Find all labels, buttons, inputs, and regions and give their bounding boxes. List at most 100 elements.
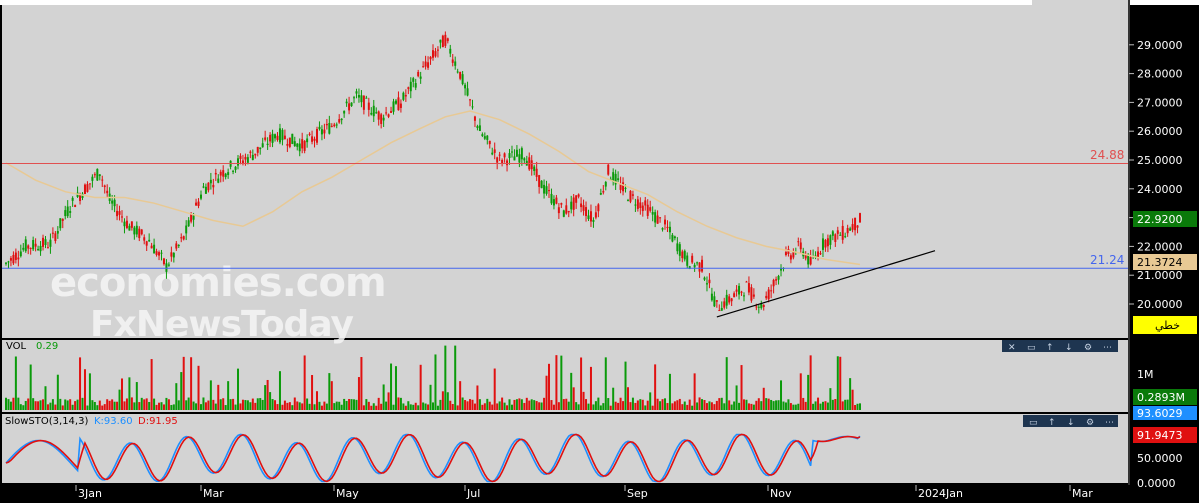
volume-bar [229, 399, 232, 410]
volume-bar [167, 399, 170, 410]
volume-bar [742, 399, 745, 410]
candle-body [318, 126, 321, 130]
volume-bar [101, 405, 104, 410]
volume-bar [854, 405, 857, 410]
volume-bar [298, 402, 301, 410]
candle-body [128, 225, 131, 231]
candle-body [135, 225, 138, 235]
volume-bar [377, 397, 380, 410]
volume-bar [407, 401, 410, 410]
down-arrow-icon[interactable]: ↓ [1065, 343, 1073, 353]
candle-body [668, 226, 671, 233]
candle-body [807, 253, 810, 265]
candle-body [111, 200, 114, 204]
candle-body [846, 228, 849, 234]
volume-bar [668, 373, 671, 410]
volume-bar [617, 402, 620, 410]
candle-body [503, 153, 506, 158]
more-icon[interactable]: ⋯ [1105, 418, 1114, 428]
candle-body [686, 255, 689, 266]
tool-badge[interactable]: خطي [1133, 316, 1197, 334]
volume-bar [108, 400, 111, 410]
volume-bar [399, 397, 402, 410]
volume-bar [27, 398, 30, 410]
candle-body [121, 216, 124, 218]
more-icon[interactable]: ⋯ [1103, 343, 1112, 353]
candle-body [728, 296, 731, 303]
candle-body [451, 59, 454, 63]
volume-bar [624, 361, 627, 410]
settings-icon[interactable]: ⚙ [1084, 343, 1092, 353]
volume-bar [187, 397, 190, 410]
volume-bar [528, 400, 531, 410]
close-icon[interactable]: ✕ [1008, 343, 1016, 353]
stoch-k-badge: 93.6029 [1133, 406, 1197, 420]
volume-bar [123, 401, 126, 410]
volume-bar [32, 398, 35, 410]
volume-bar [79, 357, 82, 410]
candle-body [562, 210, 565, 217]
candle-body [844, 236, 847, 238]
stoch-tick-label: 50.0000 [1137, 452, 1183, 465]
volume-toolbar[interactable]: ✕ ▭ ↑ ↓ ⚙ ⋯ [1002, 340, 1118, 353]
candle-body [153, 244, 156, 254]
volume-bar [404, 405, 407, 410]
candle-body [170, 252, 173, 257]
candle-body [819, 253, 822, 255]
volume-bar [557, 402, 560, 410]
candle-body [817, 251, 820, 259]
volume-bar [851, 389, 854, 410]
volume-panel[interactable] [2, 340, 1128, 412]
candle-body [829, 235, 832, 245]
volume-bar [681, 404, 684, 410]
candle-body [696, 262, 699, 264]
volume-bar [34, 401, 37, 410]
candle-body [681, 251, 684, 259]
candle-body [148, 239, 151, 242]
price-panel[interactable] [2, 0, 1128, 338]
trendline[interactable] [716, 250, 936, 318]
volume-bar [844, 399, 847, 410]
candle-body [742, 295, 745, 297]
restore-icon[interactable]: ▭ [1029, 418, 1038, 428]
candle-body [118, 211, 121, 215]
stoch-toolbar[interactable]: ▭ ↑ ↓ ⚙ ⋯ [1023, 415, 1118, 428]
candle-body [646, 204, 649, 216]
volume-bar [478, 399, 481, 410]
candle-body [22, 247, 25, 250]
candle-body [69, 211, 72, 213]
volume-bar [439, 399, 442, 410]
volume-bar [449, 400, 452, 410]
volume-label: VOL [6, 341, 27, 352]
volume-bar [562, 399, 565, 410]
volume-bar [831, 399, 834, 410]
volume-bar [145, 398, 148, 410]
volume-bar [91, 400, 94, 410]
candle-body [565, 205, 568, 214]
settings-icon[interactable]: ⚙ [1086, 418, 1094, 428]
candle-body [355, 91, 358, 94]
volume-bar [469, 399, 472, 410]
candle-body [387, 114, 390, 117]
up-arrow-icon[interactable]: ↑ [1048, 418, 1056, 428]
volume-bar [451, 403, 454, 410]
down-arrow-icon[interactable]: ↓ [1067, 418, 1075, 428]
volume-bar [83, 369, 86, 410]
volume-bar [362, 405, 365, 410]
candle-body [834, 234, 837, 242]
volume-bar [809, 355, 812, 410]
candle-body [130, 221, 133, 228]
candle-body [626, 200, 629, 202]
restore-icon[interactable]: ▭ [1027, 343, 1036, 353]
candle-body [251, 154, 254, 160]
volume-bar [441, 391, 444, 410]
candle-body [602, 191, 605, 193]
candle-body [673, 236, 676, 239]
candle-body [86, 184, 89, 192]
volume-bar [592, 404, 595, 410]
up-arrow-icon[interactable]: ↑ [1046, 343, 1054, 353]
volume-bar [602, 403, 605, 410]
volume-bar [834, 399, 837, 410]
stoch-d-badge: 91.9473 [1133, 427, 1197, 443]
candle-body [264, 137, 267, 140]
